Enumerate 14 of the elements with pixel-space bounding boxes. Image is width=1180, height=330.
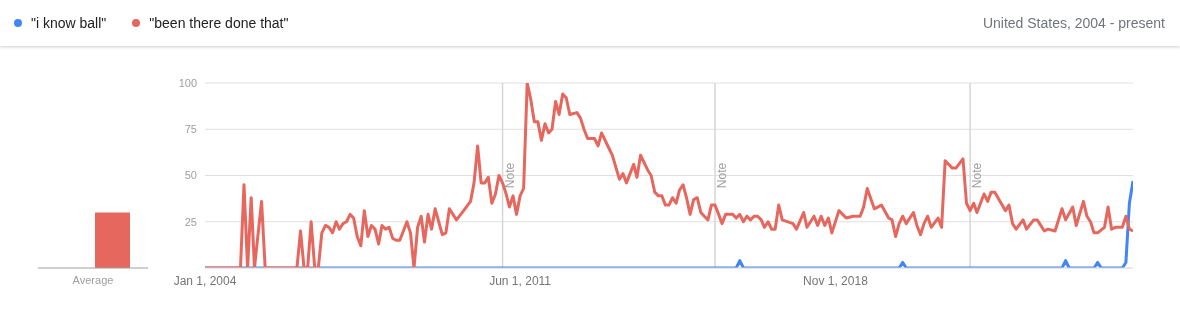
x-tick-label: Jan 1, 2004 xyxy=(173,273,237,288)
y-tick-label: 50 xyxy=(184,169,197,182)
ref-line-label: Note xyxy=(970,162,985,189)
y-tick-label: 25 xyxy=(184,215,197,228)
x-tick-label: Nov 1, 2018 xyxy=(803,273,869,288)
x-tick-label: Jun 1, 2011 xyxy=(489,273,552,288)
legend-label: "been there done that" xyxy=(149,15,289,31)
x-tick-label: Average xyxy=(72,273,114,286)
chart-subtitle: United States, 2004 - present xyxy=(982,15,1166,31)
legend-label: "i know ball" xyxy=(31,15,107,31)
y-tick-label: 75 xyxy=(184,123,197,136)
ref-line-label: Note xyxy=(502,162,517,189)
ref-line-label: Note xyxy=(715,162,730,189)
y-tick-label: 100 xyxy=(178,76,197,89)
